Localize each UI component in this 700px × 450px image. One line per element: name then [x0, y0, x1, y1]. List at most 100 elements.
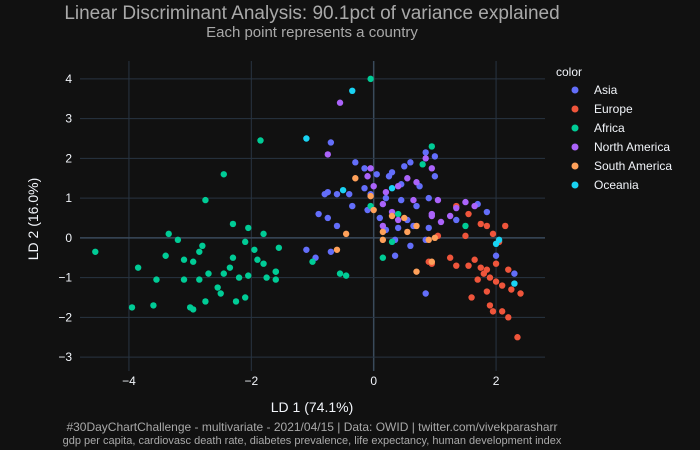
data-point — [379, 228, 387, 236]
legend-label: Asia — [594, 83, 618, 97]
data-point — [336, 270, 344, 277]
y-tick-label: 3 — [65, 112, 72, 126]
data-point — [174, 236, 182, 244]
data-point — [346, 190, 353, 198]
data-point — [370, 182, 377, 190]
data-point — [431, 234, 439, 242]
data-point — [517, 290, 524, 297]
data-point — [407, 159, 414, 166]
y-tick-label: 4 — [65, 72, 72, 86]
data-point — [379, 222, 387, 230]
data-point — [272, 268, 279, 275]
legend-item[interactable]: Africa — [571, 121, 626, 135]
data-point — [379, 236, 387, 244]
data-point — [431, 153, 439, 160]
data-point — [398, 196, 405, 204]
legend-label: Oceania — [594, 178, 639, 192]
data-point — [180, 256, 188, 263]
y-tick-label: −2 — [58, 310, 72, 324]
legend: color Asia Europe Africa North America South… — [556, 65, 672, 192]
data-point — [220, 270, 227, 277]
data-point — [232, 298, 240, 305]
data-point — [367, 75, 374, 83]
data-point — [379, 200, 387, 208]
y-tick-label: −1 — [58, 271, 72, 285]
data-point — [257, 137, 264, 144]
data-point — [339, 186, 347, 194]
data-point — [260, 230, 267, 238]
legend-item[interactable]: Oceania — [571, 178, 640, 192]
data-point — [453, 262, 460, 269]
data-point — [342, 272, 350, 279]
data-point — [370, 206, 377, 214]
chart-subtitle: Each point represents a country — [206, 24, 418, 41]
legend-item[interactable]: Europe — [571, 102, 634, 116]
data-point — [410, 196, 417, 204]
data-point — [327, 139, 335, 146]
data-point — [324, 151, 331, 158]
data-point — [502, 222, 509, 230]
data-point — [483, 222, 491, 230]
data-point — [434, 196, 442, 204]
data-point — [462, 198, 469, 206]
data-point — [382, 188, 390, 196]
data-point — [245, 224, 252, 232]
data-point — [367, 192, 374, 200]
data-point — [394, 210, 402, 218]
data-point — [404, 228, 411, 236]
data-point — [134, 264, 142, 271]
x-axis-label: LD 1 (74.1%) — [271, 399, 353, 415]
data-point — [465, 210, 472, 218]
data-point — [180, 276, 188, 283]
data-point — [428, 258, 436, 265]
data-point — [342, 230, 350, 238]
data-point — [422, 155, 429, 162]
data-point — [165, 230, 172, 238]
data-point — [128, 304, 136, 311]
data-point — [202, 196, 209, 204]
data-point — [468, 294, 475, 301]
data-point — [388, 184, 396, 192]
x-tick-label: −4 — [122, 374, 136, 388]
data-point — [453, 204, 460, 212]
data-point — [382, 194, 390, 202]
data-point — [437, 218, 445, 226]
data-point — [245, 272, 252, 279]
data-point — [453, 216, 460, 224]
legend-item[interactable]: North America — [571, 140, 671, 154]
data-point — [477, 220, 484, 228]
data-point — [394, 216, 402, 224]
legend-label: Africa — [594, 121, 625, 135]
data-point — [364, 173, 371, 180]
legend-item[interactable]: Asia — [571, 83, 618, 97]
data-point — [376, 214, 384, 222]
legend-marker — [571, 86, 579, 94]
data-point — [508, 286, 515, 293]
data-point — [486, 274, 494, 281]
data-point — [333, 222, 341, 230]
data-point — [471, 202, 478, 210]
series-oceania — [303, 87, 518, 287]
data-point — [241, 294, 249, 301]
data-point — [446, 212, 454, 220]
data-point — [492, 252, 500, 259]
legend-title: color — [556, 65, 582, 79]
y-tick-label: −3 — [58, 350, 72, 364]
data-point — [352, 175, 359, 182]
data-point — [483, 266, 491, 273]
data-point — [324, 214, 331, 222]
data-point — [205, 270, 212, 277]
data-point — [379, 254, 387, 261]
data-point — [489, 230, 497, 238]
y-tick-label: 1 — [65, 191, 72, 205]
data-point — [462, 222, 469, 230]
data-point — [401, 214, 408, 222]
data-point — [226, 264, 234, 271]
legend-item[interactable]: South America — [571, 159, 673, 173]
gridlines — [80, 61, 545, 371]
data-point — [352, 159, 359, 166]
data-point — [483, 208, 491, 216]
data-point — [428, 212, 436, 220]
data-point — [446, 254, 454, 261]
